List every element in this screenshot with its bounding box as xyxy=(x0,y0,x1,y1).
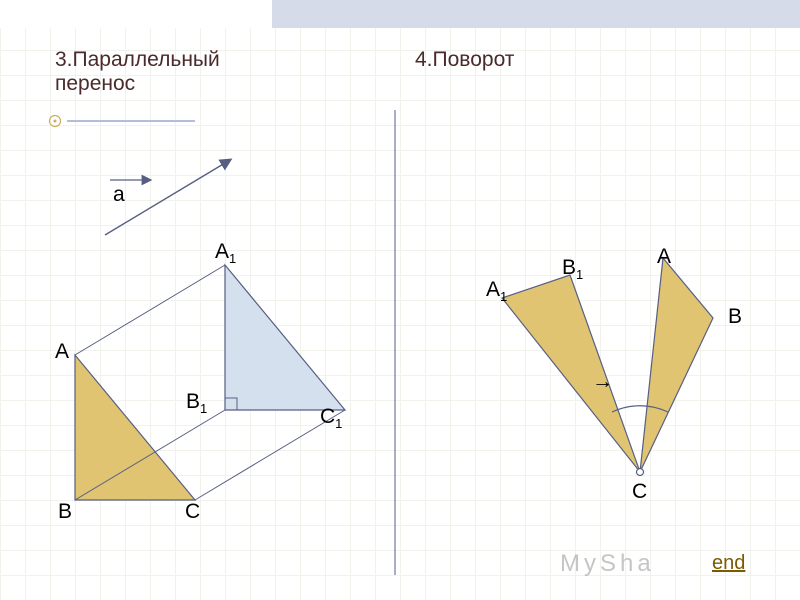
label-right-B1: В1 xyxy=(562,256,583,282)
label-right-C: С xyxy=(632,480,647,504)
end-link[interactable]: end xyxy=(712,552,745,575)
label-C: С xyxy=(185,500,200,524)
label-right-A1: А1 xyxy=(486,278,507,304)
triangle-c-a1-b1 xyxy=(502,275,640,472)
pivot-point xyxy=(637,469,644,476)
label-right-A: А xyxy=(657,245,671,269)
triangle-cab xyxy=(640,258,713,472)
label-angle-arrow: → xyxy=(592,370,613,394)
label-vector-a: a xyxy=(113,183,125,207)
label-B1: В1 xyxy=(186,390,207,416)
label-B: В xyxy=(58,500,72,524)
label-A: А xyxy=(55,340,69,364)
label-A1: А1 xyxy=(215,240,236,266)
right-diagram xyxy=(0,0,800,600)
label-C1: С1 xyxy=(320,405,342,431)
label-right-B: В xyxy=(728,305,742,329)
